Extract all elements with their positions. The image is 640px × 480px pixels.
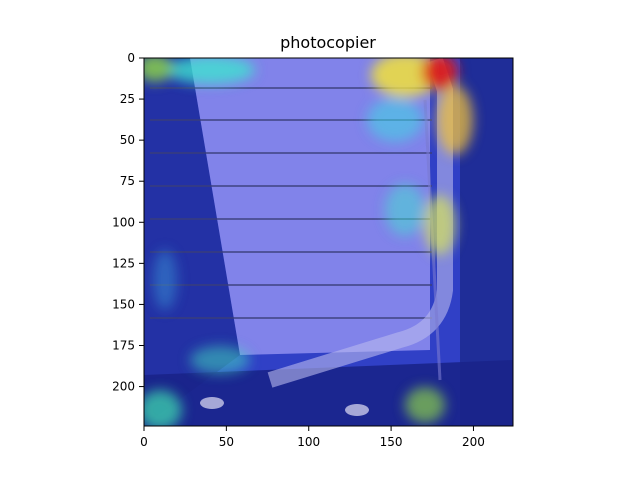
y-tick-label: 125 bbox=[112, 256, 135, 270]
y-tick-label: 50 bbox=[120, 133, 135, 147]
x-tick-label: 150 bbox=[380, 435, 403, 449]
y-axis: 0 25 50 75 100 125 150 175 200 bbox=[112, 51, 144, 394]
y-tick-label: 75 bbox=[120, 174, 135, 188]
y-tick-label: 200 bbox=[112, 380, 135, 394]
x-tick-label: 100 bbox=[297, 435, 320, 449]
plot-frame bbox=[143, 57, 514, 427]
x-tick-label: 50 bbox=[219, 435, 234, 449]
y-tick-label: 100 bbox=[112, 215, 135, 229]
x-axis: 0 50 100 150 200 bbox=[140, 426, 485, 449]
heatmap-image bbox=[144, 58, 513, 426]
y-tick-label: 0 bbox=[127, 51, 135, 65]
bottom-circle-2 bbox=[345, 404, 369, 416]
x-tick-label: 0 bbox=[140, 435, 148, 449]
y-tick-label: 150 bbox=[112, 297, 135, 311]
pipe-shape bbox=[267, 58, 453, 388]
shadow-region bbox=[144, 58, 240, 426]
y-tick-label: 25 bbox=[120, 92, 135, 106]
x-tick-label: 200 bbox=[462, 435, 485, 449]
chart-title: photocopier bbox=[280, 33, 376, 52]
bottom-circle-1 bbox=[200, 397, 224, 409]
paper-region bbox=[190, 58, 430, 355]
y-tick-label: 175 bbox=[112, 339, 135, 353]
heat-hotspots bbox=[144, 58, 473, 426]
